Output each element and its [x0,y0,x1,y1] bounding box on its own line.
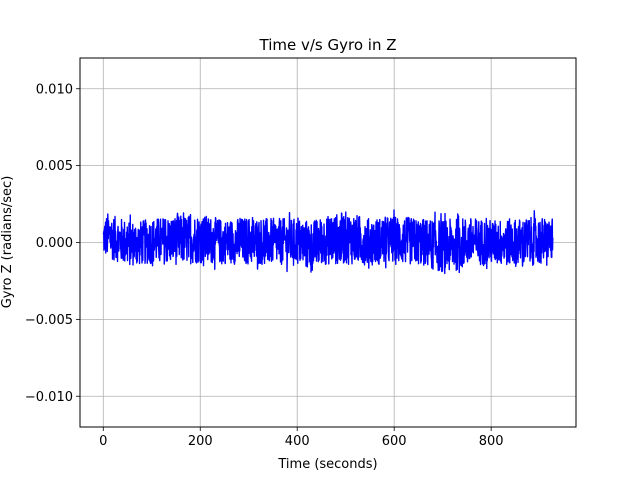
x-tick-label: 400 [285,434,310,449]
y-tick-label: 0.005 [36,159,73,174]
y-tick-label: 0.010 [36,82,73,97]
x-axis-label: Time (seconds) [277,457,377,472]
y-axis-ticks: −0.010 −0.005 0.000 0.005 0.010 [25,82,80,405]
chart-title: Time v/s Gyro in Z [259,36,397,54]
x-axis-ticks: 0 200 400 600 800 [99,427,504,449]
x-tick-label: 800 [479,434,504,449]
gyro-z-series-line [102,209,554,275]
x-tick-label: 200 [188,434,213,449]
series-layer [102,209,554,275]
x-tick-label: 600 [382,434,407,449]
x-tick-label: 0 [99,434,107,449]
y-axis-label: Gyro Z (radians/sec) [0,176,15,309]
y-tick-label: −0.010 [25,390,73,405]
y-tick-label: −0.005 [25,313,73,328]
y-tick-label: 0.000 [36,236,73,251]
